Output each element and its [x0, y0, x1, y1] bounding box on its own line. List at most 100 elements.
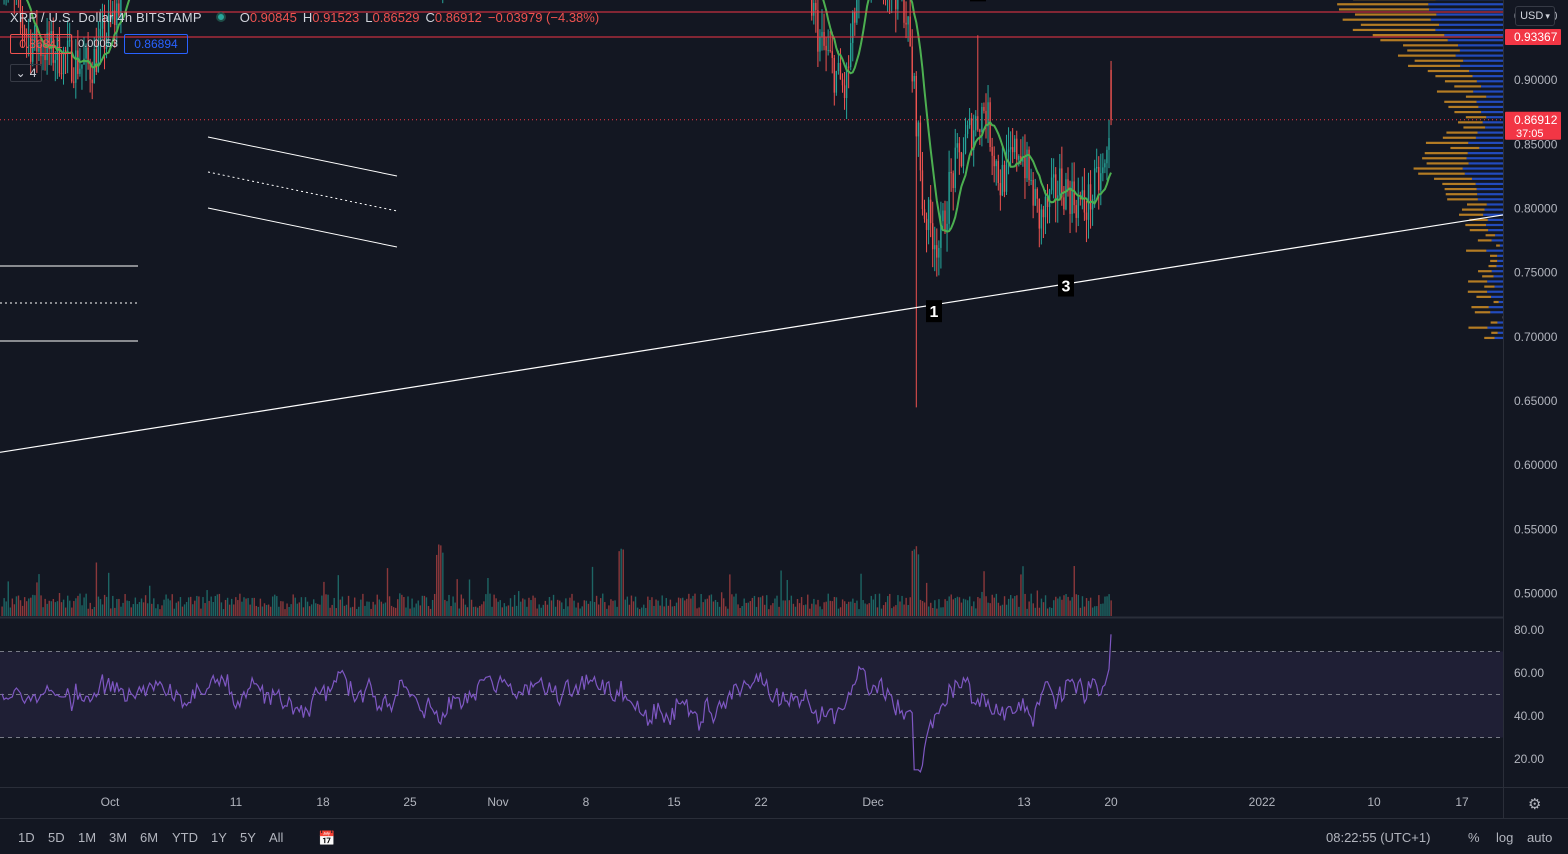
buy-button[interactable]: 0.86894: [124, 34, 188, 54]
timeframe-ytd[interactable]: YTD: [172, 830, 198, 845]
candle-body[interactable]: [23, 28, 26, 36]
candle-body[interactable]: [964, 134, 967, 154]
candle-body[interactable]: [1014, 138, 1016, 153]
timeframe-1m[interactable]: 1M: [78, 830, 97, 845]
candle-body[interactable]: [1102, 167, 1104, 174]
candle-body[interactable]: [87, 47, 89, 64]
candle-body[interactable]: [1050, 177, 1053, 191]
candle-body[interactable]: [1036, 189, 1038, 199]
candle-body[interactable]: [954, 147, 956, 188]
candle-body[interactable]: [915, 75, 917, 137]
candle-body[interactable]: [995, 161, 997, 167]
candle-body[interactable]: [989, 102, 991, 147]
candle-body[interactable]: [1009, 147, 1012, 150]
candle-body[interactable]: [811, 0, 813, 16]
candle-body[interactable]: [1059, 168, 1061, 196]
candle-body[interactable]: [101, 21, 104, 29]
candle-body[interactable]: [952, 173, 954, 188]
candle-body[interactable]: [934, 245, 936, 250]
candle-body[interactable]: [79, 68, 81, 74]
timeframe-5d[interactable]: 5D: [48, 830, 65, 845]
candle-body[interactable]: [1106, 149, 1108, 164]
candle-body[interactable]: [1005, 152, 1008, 192]
candle-body[interactable]: [843, 85, 846, 99]
candle-body[interactable]: [975, 116, 977, 131]
candle-body[interactable]: [825, 45, 827, 51]
ascending-trendline[interactable]: [0, 214, 1504, 453]
candle-body[interactable]: [48, 32, 50, 50]
candle-body[interactable]: [991, 146, 993, 156]
candle-body[interactable]: [42, 54, 44, 57]
candle-body[interactable]: [827, 50, 829, 52]
candle-body[interactable]: [942, 210, 944, 222]
candle-body[interactable]: [116, 3, 118, 25]
candle-body[interactable]: [847, 66, 850, 68]
candle-body[interactable]: [1061, 168, 1063, 198]
candle-body[interactable]: [938, 247, 940, 258]
gear-icon[interactable]: ⚙: [1528, 796, 1542, 813]
candle-body[interactable]: [981, 106, 983, 132]
candle-body[interactable]: [25, 35, 28, 37]
candle-body[interactable]: [81, 64, 83, 69]
candle-body[interactable]: [30, 35, 32, 62]
candle-body[interactable]: [852, 12, 854, 43]
candle-body[interactable]: [1073, 181, 1075, 206]
candle-body[interactable]: [91, 79, 93, 83]
candle-body[interactable]: [56, 36, 59, 61]
candle-body[interactable]: [936, 245, 938, 258]
candle-body[interactable]: [854, 12, 856, 23]
candle-body[interactable]: [1110, 69, 1112, 120]
candle-body[interactable]: [913, 75, 915, 82]
candle-body[interactable]: [983, 106, 985, 111]
candle-body[interactable]: [1093, 168, 1096, 200]
rsi-line[interactable]: [1, 634, 1112, 774]
candle-body[interactable]: [948, 172, 950, 224]
candle-body[interactable]: [1001, 164, 1004, 196]
candle-body[interactable]: [962, 153, 965, 167]
candle-body[interactable]: [999, 182, 1002, 196]
candle-body[interactable]: [1091, 199, 1094, 210]
candle-body[interactable]: [1065, 179, 1067, 210]
candle-body[interactable]: [925, 218, 928, 231]
candle-body[interactable]: [27, 35, 30, 37]
candle-body[interactable]: [32, 42, 34, 62]
channel-lower-line[interactable]: [207, 207, 398, 248]
percent-toggle[interactable]: %: [1468, 830, 1480, 845]
candle-body[interactable]: [839, 62, 842, 80]
candle-body[interactable]: [1003, 164, 1006, 192]
candle-body[interactable]: [52, 31, 54, 63]
candle-body[interactable]: [1024, 156, 1026, 179]
candle-body[interactable]: [40, 44, 42, 57]
candle-body[interactable]: [1040, 209, 1043, 229]
candle-body[interactable]: [841, 79, 844, 86]
candle-body[interactable]: [1063, 197, 1065, 210]
candle-body[interactable]: [907, 16, 909, 25]
candle-body[interactable]: [34, 25, 36, 43]
candle-body[interactable]: [1104, 163, 1106, 168]
candle-body[interactable]: [1016, 138, 1018, 160]
candle-body[interactable]: [958, 143, 961, 153]
candle-body[interactable]: [19, 0, 22, 14]
candle-body[interactable]: [36, 25, 38, 52]
candle-body[interactable]: [114, 10, 116, 25]
price-label-badge[interactable]: [1505, 111, 1561, 140]
candle-body[interactable]: [946, 223, 948, 233]
candle-body[interactable]: [1108, 138, 1110, 150]
candle-body[interactable]: [54, 60, 56, 63]
candle-body[interactable]: [112, 10, 114, 20]
candle-body[interactable]: [1030, 180, 1032, 182]
timeframe-1y[interactable]: 1Y: [211, 830, 227, 845]
candle-body[interactable]: [1083, 190, 1086, 213]
moving-average-line[interactable]: [23, 0, 1112, 233]
candle-body[interactable]: [1096, 167, 1098, 169]
candle-body[interactable]: [1067, 179, 1069, 191]
candle-body[interactable]: [60, 73, 63, 75]
candle-body[interactable]: [837, 62, 840, 72]
candle-body[interactable]: [966, 125, 969, 135]
candle-body[interactable]: [109, 11, 112, 20]
candle-body[interactable]: [815, 2, 817, 11]
candle-body[interactable]: [71, 40, 73, 82]
candle-body[interactable]: [64, 50, 67, 53]
candle-body[interactable]: [817, 10, 819, 52]
